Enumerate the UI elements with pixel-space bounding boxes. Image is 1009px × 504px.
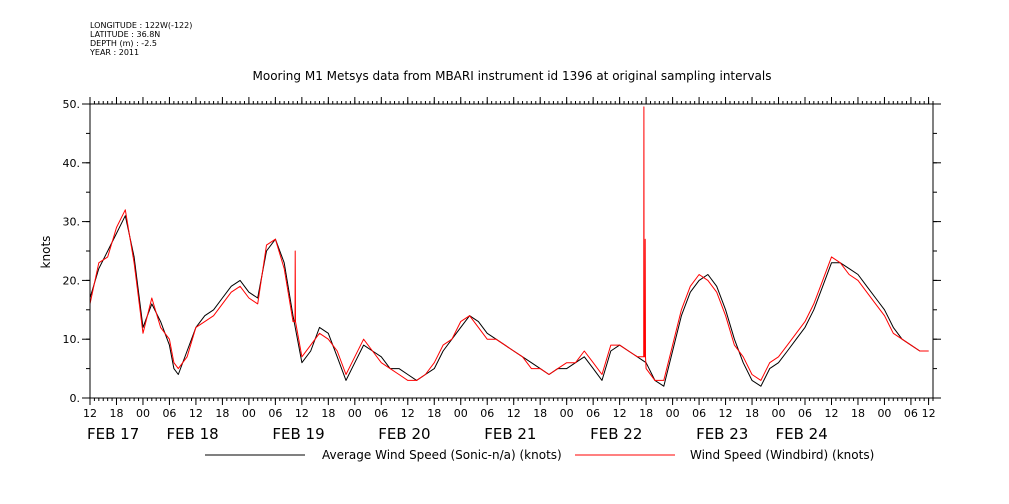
x-date-label: FEB 24 xyxy=(776,425,828,443)
x-hour-label: 18 xyxy=(533,407,547,420)
x-hour-label: 06 xyxy=(162,407,176,420)
x-hour-label: 06 xyxy=(904,407,918,420)
x-hour-label: 06 xyxy=(480,407,494,420)
x-hour-label: 00 xyxy=(242,407,256,420)
x-hour-label: 12 xyxy=(189,407,203,420)
x-hour-label: 18 xyxy=(745,407,759,420)
x-hour-label: 06 xyxy=(798,407,812,420)
x-date-label: FEB 21 xyxy=(484,425,536,443)
x-hour-label: 00 xyxy=(560,407,574,420)
year-label: YEAR : 2011 xyxy=(90,48,140,57)
x-hour-label: 06 xyxy=(586,407,600,420)
x-hour-label: 12 xyxy=(719,407,733,420)
x-date-label: FEB 22 xyxy=(590,425,642,443)
x-hour-label: 18 xyxy=(215,407,229,420)
y-tick-label: 50. xyxy=(63,98,81,111)
x-hour-label: 18 xyxy=(639,407,653,420)
series-line-windbird-wind-speed xyxy=(89,106,929,381)
x-hour-label: 06 xyxy=(374,407,388,420)
y-tick-label: 0. xyxy=(70,392,81,405)
x-date-label: FEB 19 xyxy=(272,425,324,443)
x-hour-label: 18 xyxy=(851,407,865,420)
x-hour-label: 18 xyxy=(427,407,441,420)
x-hour-label: 06 xyxy=(692,407,706,420)
x-hour-label: 00 xyxy=(454,407,468,420)
x-hour-label: 12 xyxy=(824,407,838,420)
x-date-label: FEB 20 xyxy=(378,425,430,443)
x-hour-label: 12 xyxy=(83,407,97,420)
x-hour-label: 00 xyxy=(348,407,362,420)
longitude-label: LONGITUDE : 122W(-122) xyxy=(90,21,193,30)
x-hour-label: 00 xyxy=(136,407,150,420)
y-axis-label: knots xyxy=(39,236,53,269)
legend: Average Wind Speed (Sonic-n/a) (knots) Wi… xyxy=(205,448,874,462)
legend-label-windbird: Wind Speed (Windbird) (knots) xyxy=(690,448,874,462)
depth-label: DEPTH (m) : -2.5 xyxy=(90,39,157,48)
legend-label-average: Average Wind Speed (Sonic-n/a) (knots) xyxy=(322,448,562,462)
x-date-label: FEB 17 xyxy=(87,425,139,443)
axis-labels: 0. 10. 20. 30. 40. 50. 12 18 00 06 12 18 00 06 12 18 00 0… xyxy=(63,98,936,443)
x-hour-label: 00 xyxy=(772,407,786,420)
x-date-label: FEB 18 xyxy=(166,425,218,443)
x-hour-label: 18 xyxy=(321,407,335,420)
axis-ticks xyxy=(82,97,941,405)
y-tick-label: 10. xyxy=(63,333,81,346)
plot-frame xyxy=(89,103,934,399)
y-tick-label: 40. xyxy=(63,157,81,170)
mooring-metadata: LONGITUDE : 122W(-122) LATITUDE : 36.8N … xyxy=(90,21,192,57)
x-hour-label: 12 xyxy=(613,407,627,420)
x-hour-label: 00 xyxy=(877,407,891,420)
y-tick-label: 30. xyxy=(63,216,81,229)
x-hour-label: 12 xyxy=(507,407,521,420)
x-hour-label: 12 xyxy=(401,407,415,420)
x-hour-label: 12 xyxy=(295,407,309,420)
x-hour-label: 18 xyxy=(109,407,123,420)
series-line-average-wind-speed xyxy=(89,215,929,387)
x-hour-label: 06 xyxy=(268,407,282,420)
series-lines xyxy=(89,106,929,387)
latitude-label: LATITUDE : 36.8N xyxy=(90,30,161,39)
x-date-label: FEB 23 xyxy=(696,425,748,443)
chart-title: Mooring M1 Metsys data from MBARI instru… xyxy=(253,69,772,83)
x-hour-label: 12 xyxy=(922,407,936,420)
x-hour-label: 00 xyxy=(666,407,680,420)
y-tick-label: 20. xyxy=(63,274,81,287)
